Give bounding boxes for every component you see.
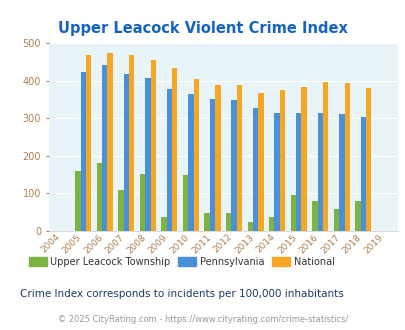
Text: Crime Index corresponds to incidents per 100,000 inhabitants: Crime Index corresponds to incidents per… [20, 289, 343, 299]
Bar [279, 89, 285, 231]
Bar [204, 213, 209, 231]
Bar [107, 53, 113, 231]
Bar [344, 83, 349, 231]
Legend: Upper Leacock Township, Pennsylvania, National: Upper Leacock Township, Pennsylvania, Na… [25, 253, 337, 271]
Bar [209, 99, 215, 231]
Bar [166, 89, 172, 231]
Bar [354, 201, 360, 231]
Bar [86, 54, 91, 231]
Bar [247, 222, 252, 231]
Bar [338, 115, 344, 231]
Bar [295, 113, 301, 231]
Bar [258, 93, 263, 231]
Bar [139, 174, 145, 231]
Bar [193, 79, 198, 231]
Bar [172, 69, 177, 231]
Bar [129, 55, 134, 231]
Bar [80, 72, 86, 231]
Bar [182, 175, 188, 231]
Bar [252, 108, 258, 231]
Bar [102, 65, 107, 231]
Bar [215, 85, 220, 231]
Bar [365, 88, 371, 231]
Bar [123, 74, 129, 231]
Bar [360, 116, 365, 231]
Bar [301, 86, 306, 231]
Bar [274, 113, 279, 231]
Bar [231, 100, 236, 231]
Bar [317, 113, 322, 231]
Bar [269, 217, 274, 231]
Bar [145, 78, 150, 231]
Bar [322, 82, 328, 231]
Text: Upper Leacock Violent Crime Index: Upper Leacock Violent Crime Index [58, 21, 347, 36]
Bar [188, 94, 193, 231]
Bar [161, 217, 166, 231]
Bar [150, 60, 156, 231]
Bar [96, 163, 102, 231]
Bar [118, 190, 123, 231]
Bar [311, 201, 317, 231]
Bar [236, 85, 241, 231]
Bar [226, 213, 231, 231]
Bar [290, 195, 295, 231]
Bar [75, 171, 80, 231]
Bar [333, 209, 338, 231]
Text: © 2025 CityRating.com - https://www.cityrating.com/crime-statistics/: © 2025 CityRating.com - https://www.city… [58, 315, 347, 324]
